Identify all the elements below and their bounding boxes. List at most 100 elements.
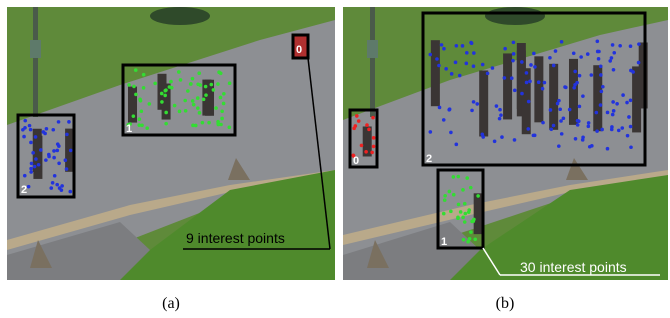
interest-point — [461, 216, 465, 220]
interest-point — [459, 210, 463, 214]
interest-point — [611, 43, 615, 47]
interest-point — [34, 157, 38, 161]
interest-point — [581, 138, 585, 142]
interest-point — [145, 126, 149, 130]
interest-point — [610, 128, 614, 132]
interest-point — [631, 70, 635, 74]
interest-point — [51, 128, 55, 132]
interest-point — [196, 82, 200, 86]
interest-point — [44, 158, 48, 162]
interest-point — [31, 151, 35, 155]
interest-point — [493, 140, 497, 144]
interest-point — [29, 167, 33, 171]
interest-point — [627, 115, 631, 119]
interest-point — [64, 158, 68, 162]
interest-point — [30, 162, 34, 166]
interest-point — [500, 135, 504, 139]
interest-point — [220, 110, 224, 114]
interest-point — [360, 144, 364, 148]
interest-point — [458, 74, 462, 78]
interest-point — [456, 175, 460, 179]
interest-point — [179, 78, 183, 82]
interest-point — [29, 128, 33, 132]
interest-point — [520, 60, 524, 64]
interest-point — [443, 198, 447, 202]
interest-point — [563, 85, 567, 89]
interest-point — [55, 149, 59, 153]
interest-point — [37, 163, 41, 167]
interest-point — [45, 127, 49, 131]
interest-point — [127, 83, 131, 87]
interest-point — [153, 82, 157, 86]
interest-point — [511, 59, 515, 63]
interest-point — [576, 123, 580, 127]
interest-point — [481, 63, 485, 67]
interest-point — [191, 77, 195, 81]
interest-point — [578, 74, 582, 78]
interest-point — [513, 138, 517, 142]
interest-point — [23, 126, 27, 130]
interest-point — [495, 104, 499, 108]
interest-point — [472, 51, 476, 55]
interest-point — [612, 68, 616, 72]
interest-point — [465, 51, 469, 55]
interest-point — [463, 220, 467, 224]
interest-point — [637, 42, 641, 46]
figure: 1 2 0 9 interest points 2 0 1 30 interes… — [0, 0, 670, 318]
interest-point — [456, 216, 460, 220]
annotation: 30 interest points — [520, 259, 627, 275]
interest-point — [597, 50, 601, 54]
interest-point — [532, 134, 536, 138]
interest-point — [587, 125, 591, 129]
person — [431, 40, 440, 106]
interest-point — [611, 113, 615, 117]
interest-point — [372, 145, 376, 149]
interest-point — [541, 87, 545, 91]
interest-point — [364, 150, 368, 154]
interest-point — [217, 70, 221, 74]
interest-point — [525, 81, 529, 85]
interest-point — [34, 135, 38, 139]
interest-point — [197, 71, 201, 75]
interest-point — [204, 85, 208, 89]
interest-point — [138, 98, 142, 102]
interest-point — [525, 71, 529, 75]
interest-point — [169, 80, 173, 84]
interest-point — [596, 39, 600, 43]
interest-point — [537, 80, 541, 84]
interest-point — [183, 99, 187, 103]
interest-point — [469, 186, 473, 190]
interest-point — [132, 114, 136, 118]
interest-point — [558, 107, 562, 111]
interest-point — [367, 128, 371, 132]
interest-point — [68, 190, 72, 194]
person — [474, 193, 483, 234]
interest-point — [626, 134, 630, 138]
interest-point — [57, 120, 61, 124]
interest-point — [164, 122, 168, 126]
interest-point — [198, 111, 202, 115]
interest-point — [463, 202, 467, 206]
interest-point — [552, 64, 556, 68]
interest-point — [606, 147, 610, 151]
interest-point — [452, 193, 456, 197]
interest-point — [210, 83, 214, 87]
interest-point — [469, 230, 473, 234]
interest-point — [443, 194, 447, 198]
interest-point — [429, 130, 433, 134]
interest-point — [455, 143, 459, 147]
interest-point — [512, 41, 516, 45]
interest-point — [467, 208, 471, 212]
interest-point — [473, 237, 477, 241]
interest-point — [160, 92, 164, 96]
interest-point — [214, 106, 218, 110]
interest-point — [549, 108, 553, 112]
interest-point — [476, 194, 480, 198]
interest-point — [202, 98, 206, 102]
interest-point — [486, 72, 490, 76]
interest-point — [191, 124, 195, 128]
interest-point — [527, 100, 531, 104]
interest-point — [196, 96, 200, 100]
interest-point — [33, 165, 37, 169]
interest-point — [552, 124, 556, 128]
